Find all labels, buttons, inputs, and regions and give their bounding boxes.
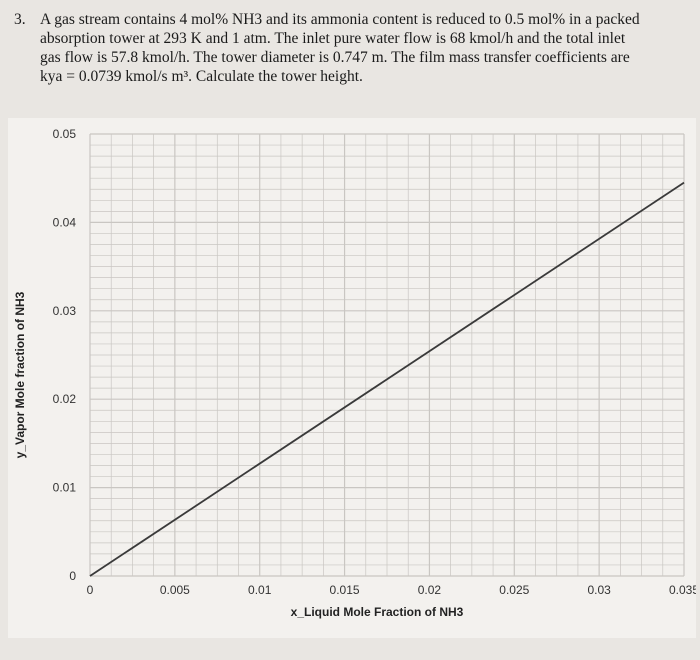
problem-line-1: A gas stream contains 4 mol% NH3 and its… xyxy=(40,11,640,28)
y-tick-label: 0.04 xyxy=(53,215,77,229)
y-axis-label: y_Vapor Mole fraction of NH3 xyxy=(13,291,27,458)
x-tick-label: 0.015 xyxy=(330,583,360,597)
problem-number: 3. xyxy=(14,11,26,28)
problem-line-3: gas flow is 57.8 kmol/h. The tower diame… xyxy=(40,49,630,66)
grid-lines xyxy=(89,133,685,577)
x-tick-labels: 0 0.005 0.01 0.015 0.02 0.025 0.03 0.035 xyxy=(87,583,696,597)
problem-line-2: absorption tower at 293 K and 1 atm. The… xyxy=(40,30,626,47)
x-tick-label: 0.035 xyxy=(669,583,696,597)
equilibrium-chart: 0 0.005 0.01 0.015 0.02 0.025 0.03 0.035 0 0.01 0… xyxy=(8,118,696,638)
x-tick-label: 0.01 xyxy=(248,583,272,597)
problem-line-4: kya = 0.0739 kmol/s m³. Calculate the to… xyxy=(40,68,363,85)
x-tick-label: 0 xyxy=(87,583,94,597)
y-tick-label: 0.01 xyxy=(53,481,77,495)
series-lines xyxy=(89,181,685,577)
x-tick-label: 0.02 xyxy=(418,583,442,597)
chart-svg: 0 0.005 0.01 0.015 0.02 0.025 0.03 0.035 00.010… xyxy=(13,127,696,619)
x-axis-label: x_Liquid Mole Fraction of NH3 xyxy=(291,605,464,619)
equilibrium-line xyxy=(89,181,685,577)
y-tick-label: 0 xyxy=(69,569,76,583)
y-tick-label: 0.02 xyxy=(53,392,77,406)
problem-statement: 3. A gas stream contains 4 mol% NH3 and … xyxy=(14,10,694,86)
y-tick-label: 0.05 xyxy=(53,127,77,141)
y-tick-label: 0.03 xyxy=(53,304,77,318)
x-tick-label: 0.025 xyxy=(499,583,529,597)
x-tick-label: 0.03 xyxy=(587,583,611,597)
problem-text: A gas stream contains 4 mol% NH3 and its… xyxy=(40,10,694,86)
y-tick-labels: 0 0.01 0.02 0.03 0.04 0.05 xyxy=(53,127,77,583)
x-tick-label: 0.005 xyxy=(160,583,190,597)
